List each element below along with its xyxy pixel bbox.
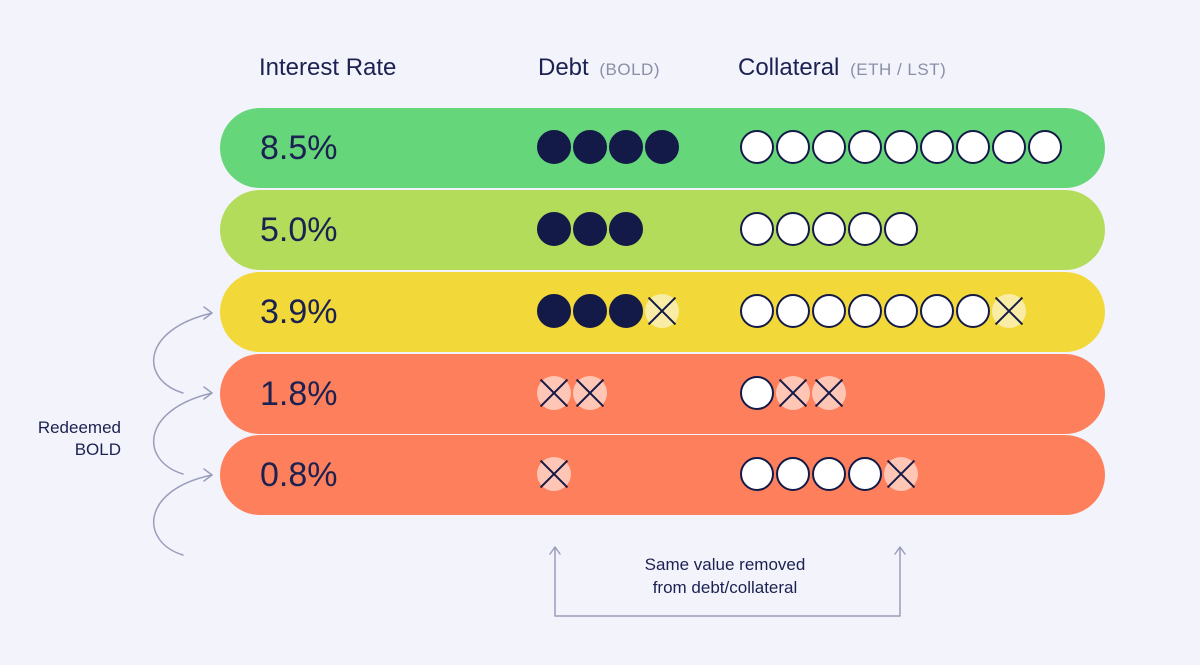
collateral-token-dot (740, 376, 774, 410)
redeem-curve-arrow-3 (152, 474, 213, 556)
debt-dots (537, 457, 573, 493)
collateral-token-dot (812, 294, 846, 328)
redeem-arrowhead-1 (203, 306, 213, 320)
collateral-token-dot (740, 130, 774, 164)
collateral-token-dot (848, 457, 882, 491)
redeemed-debt-dot (645, 294, 679, 328)
debt-token-dot (537, 294, 571, 328)
debt-token-dot (537, 212, 571, 246)
collateral-token-dot (812, 457, 846, 491)
debt-token-dot (609, 212, 643, 246)
collateral-token-dot (920, 130, 954, 164)
bottom-arrowhead-left (549, 546, 561, 555)
collateral-token-dot (884, 212, 918, 246)
collateral-token-dot (848, 294, 882, 328)
header-collateral-unit: (ETH / LST) (850, 60, 947, 79)
rate-band-2: 3.9% (220, 272, 1105, 352)
redeemed-collateral-dot (884, 457, 918, 491)
collateral-token-dot (956, 130, 990, 164)
redeem-curve-arrow-2 (152, 392, 213, 475)
debt-dots (537, 376, 609, 412)
collateral-token-dot (812, 212, 846, 246)
same-value-note: Same value removed from debt/collateral (600, 553, 850, 599)
redeem-arrowhead-2 (203, 386, 213, 400)
collateral-dots (740, 294, 1028, 330)
rate-band-4: 0.8% (220, 435, 1105, 515)
header-interest-rate-label: Interest Rate (259, 54, 397, 81)
rate-band-3: 1.8% (220, 354, 1105, 434)
debt-dots (537, 294, 681, 330)
rate-value: 3.9% (260, 293, 338, 331)
bottom-bracket-arrow (554, 548, 901, 617)
debt-dots (537, 212, 645, 248)
redeemed-collateral-dot (776, 376, 810, 410)
debt-token-dot (609, 130, 643, 164)
header-debt: Debt (BOLD) (538, 54, 660, 82)
redeem-arrowhead-3 (203, 468, 213, 482)
collateral-token-dot (956, 294, 990, 328)
header-debt-label: Debt (538, 54, 589, 81)
debt-token-dot (645, 130, 679, 164)
redeemed-bold-line-1: Redeemed (37, 418, 121, 437)
debt-dots (537, 130, 681, 166)
redeem-curve-arrow-1 (153, 312, 213, 394)
header-collateral: Collateral (ETH / LST) (738, 54, 946, 82)
same-value-note-line-1: Same value removed (644, 555, 806, 574)
header-interest-rate: Interest Rate (259, 54, 396, 82)
collateral-dots (740, 376, 848, 412)
collateral-token-dot (776, 130, 810, 164)
collateral-token-dot (812, 130, 846, 164)
rate-value: 0.8% (260, 456, 338, 494)
collateral-token-dot (1028, 130, 1062, 164)
collateral-token-dot (740, 457, 774, 491)
redeemed-debt-dot (537, 457, 571, 491)
collateral-token-dot (776, 457, 810, 491)
rate-value: 1.8% (260, 375, 338, 413)
redeemed-collateral-dot (992, 294, 1026, 328)
debt-token-dot (573, 130, 607, 164)
bottom-arrowhead-right (894, 546, 906, 555)
same-value-note-line-2: from debt/collateral (652, 578, 798, 597)
collateral-token-dot (884, 294, 918, 328)
redeemed-debt-dot (537, 376, 571, 410)
collateral-token-dot (884, 130, 918, 164)
collateral-token-dot (992, 130, 1026, 164)
collateral-token-dot (776, 294, 810, 328)
collateral-token-dot (740, 294, 774, 328)
collateral-token-dot (848, 130, 882, 164)
debt-token-dot (537, 130, 571, 164)
header-debt-unit: (BOLD) (599, 60, 660, 79)
rate-band-1: 5.0% (220, 190, 1105, 270)
redeemed-collateral-dot (812, 376, 846, 410)
collateral-dots (740, 457, 920, 493)
rate-value: 5.0% (260, 211, 338, 249)
collateral-token-dot (776, 212, 810, 246)
redeemed-bold-line-2: BOLD (74, 440, 121, 459)
redeemed-debt-dot (573, 376, 607, 410)
header-collateral-label: Collateral (738, 54, 840, 81)
redeemed-bold-label: Redeemed BOLD (16, 417, 121, 461)
rate-value: 8.5% (260, 129, 338, 167)
debt-token-dot (609, 294, 643, 328)
debt-token-dot (573, 294, 607, 328)
collateral-dots (740, 212, 920, 248)
collateral-dots (740, 130, 1064, 166)
collateral-token-dot (740, 212, 774, 246)
debt-token-dot (573, 212, 607, 246)
collateral-token-dot (848, 212, 882, 246)
rate-band-0: 8.5% (220, 108, 1105, 188)
collateral-token-dot (920, 294, 954, 328)
